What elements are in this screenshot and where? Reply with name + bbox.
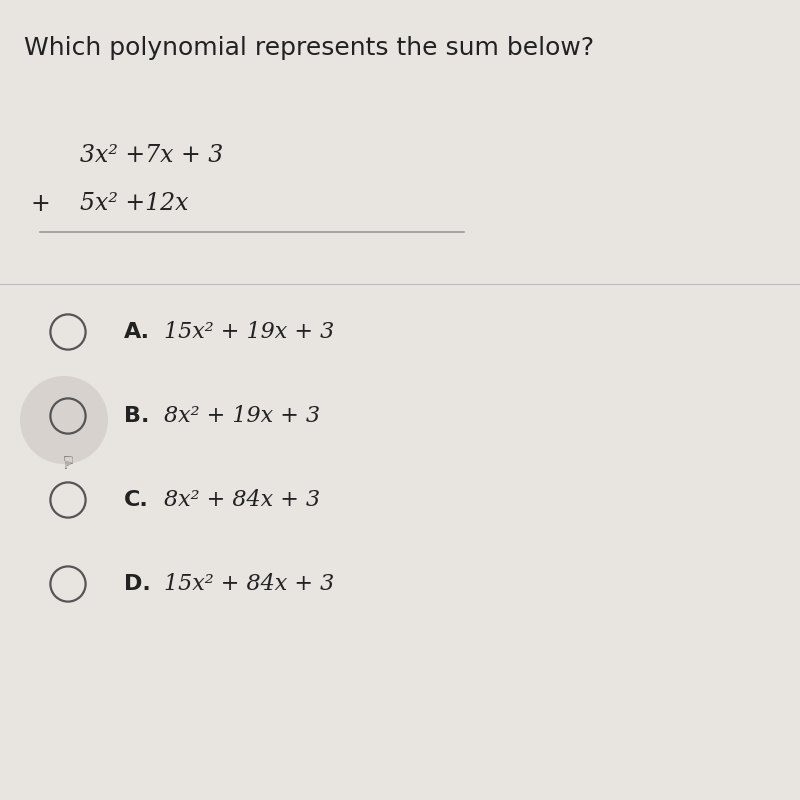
Text: +: + xyxy=(30,192,50,216)
Text: A.: A. xyxy=(124,322,150,342)
Text: 3x² +7x + 3: 3x² +7x + 3 xyxy=(80,144,223,167)
Text: 8x² + 19x + 3: 8x² + 19x + 3 xyxy=(164,405,320,427)
Text: 5x² +12x: 5x² +12x xyxy=(80,192,189,215)
Text: 15x² + 84x + 3: 15x² + 84x + 3 xyxy=(164,573,334,595)
Text: C.: C. xyxy=(124,490,149,510)
Text: ☝: ☝ xyxy=(61,450,72,467)
Text: 8x² + 84x + 3: 8x² + 84x + 3 xyxy=(164,489,320,511)
Text: D.: D. xyxy=(124,574,150,594)
Text: 15x² + 19x + 3: 15x² + 19x + 3 xyxy=(164,321,334,343)
Text: Which polynomial represents the sum below?: Which polynomial represents the sum belo… xyxy=(24,36,594,60)
Circle shape xyxy=(20,376,108,464)
Text: B.: B. xyxy=(124,406,150,426)
